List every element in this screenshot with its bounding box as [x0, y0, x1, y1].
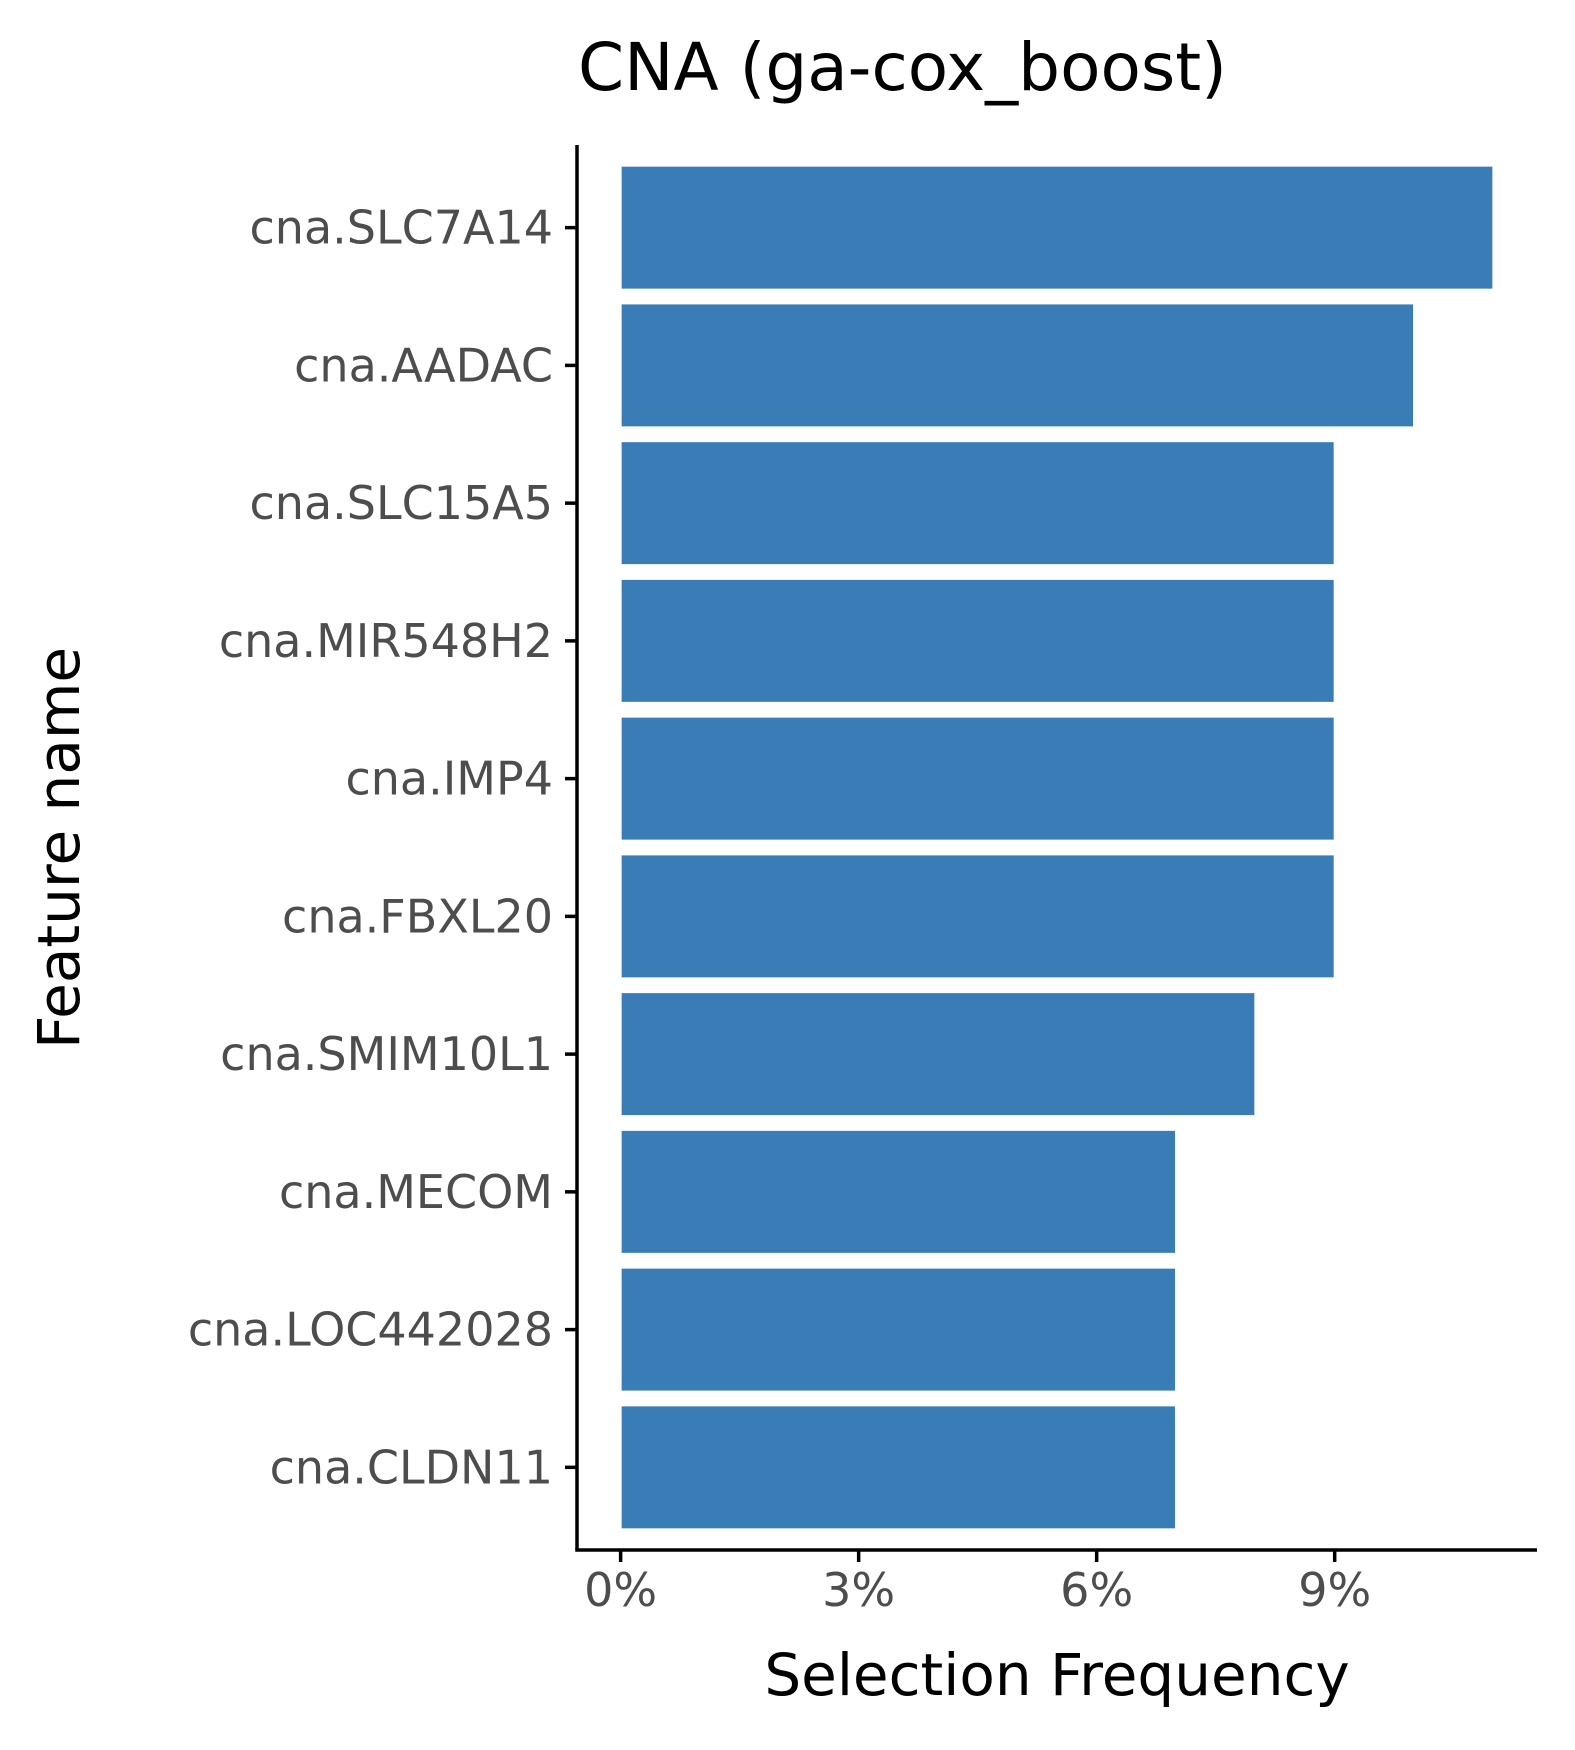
y-tick-label: cna.SLC15A5	[250, 476, 553, 530]
bar-cna-mecom	[619, 1128, 1178, 1255]
y-tick-label: cna.MECOM	[279, 1165, 553, 1219]
y-tick-label: cna.LOC442028	[188, 1303, 553, 1357]
y-tick-label: cna.SMIM10L1	[220, 1027, 553, 1081]
y-tick-label: cna.MIR548H2	[219, 614, 553, 668]
bar-cna-cldn11	[619, 1404, 1178, 1531]
y-tick-label: cna.IMP4	[345, 752, 553, 806]
y-tick-label: cna.SLC7A14	[250, 201, 553, 255]
x-tick-label: 3%	[822, 1563, 895, 1617]
bar-cna-loc442028	[619, 1266, 1178, 1393]
bar-cna-aadac	[619, 302, 1416, 429]
x-axis: 0% 3% 6% 9%	[575, 1548, 1537, 1617]
bar-cna-fbxl20	[619, 853, 1336, 980]
bar-cna-slc7a14	[619, 164, 1495, 291]
y-tick-label: cna.AADAC	[294, 338, 553, 392]
y-tick-label: cna.FBXL20	[282, 889, 553, 943]
x-tick-label: 0%	[584, 1563, 657, 1617]
chart-title: CNA (ga-cox_boost)	[578, 29, 1227, 106]
bar-cna-imp4	[619, 715, 1336, 842]
x-tick-label: 9%	[1298, 1563, 1371, 1617]
y-tick-label: cna.CLDN11	[270, 1440, 553, 1494]
bar-cna-slc15a5	[619, 440, 1336, 567]
bar-cna-mir548h2	[619, 577, 1336, 704]
bars-group	[619, 164, 1495, 1531]
x-axis-title: Selection Frequency	[764, 1641, 1349, 1709]
x-tick-label: 6%	[1060, 1563, 1133, 1617]
y-axis-title: Feature name	[25, 647, 93, 1049]
bar-cna-smim10l1	[619, 991, 1257, 1118]
y-axis: cna.SLC7A14 cna.AADAC cna.SLC15A5 cna.MIR54…	[188, 145, 579, 1550]
